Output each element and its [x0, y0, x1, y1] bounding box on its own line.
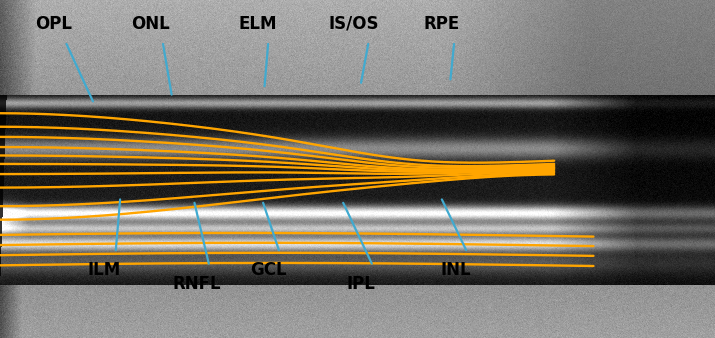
Text: OPL: OPL: [35, 15, 72, 33]
Text: IS/OS: IS/OS: [329, 15, 379, 33]
Text: ELM: ELM: [238, 15, 277, 33]
Text: RNFL: RNFL: [172, 275, 221, 293]
Text: IPL: IPL: [347, 275, 375, 293]
Text: INL: INL: [441, 261, 471, 280]
Text: RPE: RPE: [424, 15, 460, 33]
Text: ILM: ILM: [87, 261, 120, 280]
Text: GCL: GCL: [250, 261, 287, 280]
Text: ONL: ONL: [131, 15, 169, 33]
